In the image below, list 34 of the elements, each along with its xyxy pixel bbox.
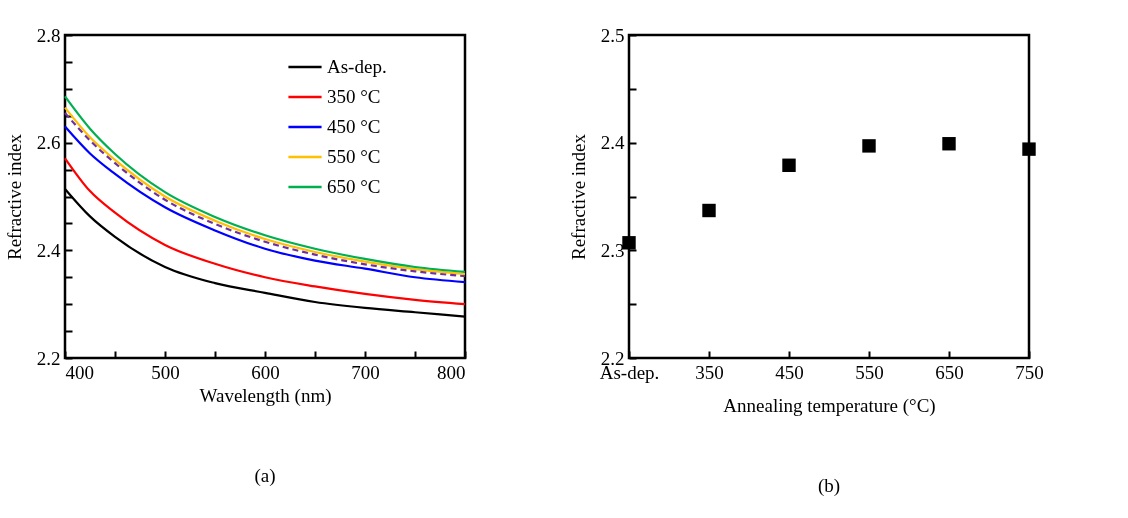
x-tick-label: 550 (855, 361, 884, 383)
y-tick-label: 2.4 (36, 239, 61, 261)
x-tick-label: 450 (775, 361, 804, 383)
point (862, 139, 876, 153)
point (702, 203, 716, 218)
legend-label: As-dep. (327, 56, 387, 77)
y-axis-title: Refractive index (567, 133, 589, 261)
point (1022, 142, 1036, 156)
y-tick-label: 2.4 (600, 132, 625, 154)
x-tick-label: 650 (935, 361, 964, 383)
y-tick-label: 2.5 (600, 24, 625, 46)
x-axis-title: Wavelength (nm) (199, 384, 332, 407)
legend-label: 550 °C (327, 146, 381, 167)
legend-label: 650 °C (327, 176, 381, 197)
y-tick-label: 2.2 (36, 347, 61, 369)
y-tick-label: 2.3 (600, 239, 625, 261)
text: (b) (817, 475, 841, 497)
point (782, 158, 796, 172)
x-tick-label: 700 (351, 361, 380, 383)
x-tick-label: 400 (65, 361, 94, 383)
legend-label: 450 °C (327, 116, 381, 137)
text: (a) (254, 465, 276, 487)
y-tick-label: 2.6 (36, 132, 61, 154)
y-axis-title: Refractive index (3, 133, 25, 261)
point (622, 236, 636, 250)
x-axis-title: Annealing temperature (°C) (723, 394, 936, 417)
x-tick-label: 500 (151, 361, 180, 383)
x-tick-label: 800 (437, 361, 466, 383)
x-tick-label: 350 (695, 361, 724, 383)
x-tick-label: 750 (1015, 361, 1044, 383)
point (942, 137, 956, 151)
x-tick-label: 600 (251, 361, 280, 383)
legend-label: 350 °C (327, 86, 381, 107)
y-tick-label: 2.8 (36, 24, 61, 46)
